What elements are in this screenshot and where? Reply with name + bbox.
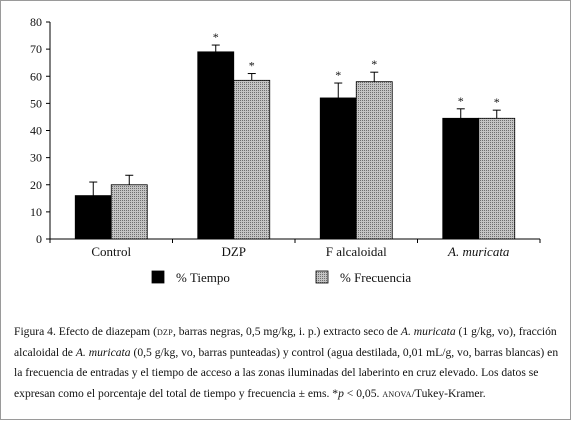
legend-label: % Tiempo [176,270,230,285]
caption-segment: Figura 4. Efecto de diazepam ( [14,325,157,338]
bar-chart: 0 10 20 30 40 50 60 70 80 Control DZP F alcaloidal A… [30,15,541,285]
caption-segment: anova [382,386,412,400]
legend-swatch [315,270,329,284]
bar-frecuencia [478,117,516,240]
y-tick-label: 60 [30,69,42,83]
caption-segment: ems. * [304,386,339,400]
bar-frecuencia [110,184,148,240]
caption-segment: , barras negras, 0,5 mg/kg, i. p.) extra… [172,325,401,338]
caption-segment: ± [298,386,305,400]
caption-segment: < 0,05. [343,386,383,400]
caption-segment: p [338,386,344,400]
x-category-label: Control [91,244,131,259]
y-tick-label: 10 [30,205,42,219]
x-category-label: F alcaloidal [326,244,387,259]
x-category-label: DZP [221,244,246,259]
caption-segment: (1 g/kg, vo), fracción alcaloidal de [14,325,557,359]
bar-tiempo [74,195,112,240]
y-tick-label: 20 [30,178,42,192]
y-tick-label: 50 [30,96,42,110]
significance-mark: * [371,57,377,71]
bar-tiempo [319,97,357,240]
legend-label: % Frecuencia [340,270,411,285]
significance-mark: * [249,59,255,73]
significance-mark: * [494,95,500,109]
caption-segment: dzp [156,325,173,338]
caption-segment: (0,5 g/kg, vo, barras punteadas) y contr… [14,345,559,400]
bar-frecuencia [233,79,271,240]
bar-frecuencia [355,81,393,240]
legend-swatch [151,270,165,284]
y-tick-label: 80 [30,15,42,29]
figure-caption: Figura 4. Efecto de diazepam (dzp, barra… [14,322,564,404]
bars: * * * * * * [74,30,516,240]
caption-segment: A. muricata [75,345,131,359]
y-tick-label: 70 [30,42,42,56]
legend: % Tiempo % Frecuencia [151,270,411,285]
y-tick-label: 0 [36,232,42,246]
caption-segment: A. muricata [400,325,456,338]
caption-segment: /Tukey-Kramer. [411,386,486,400]
x-category-label: A. muricata [447,244,510,259]
y-tick-label: 40 [30,124,42,138]
y-tick-label: 30 [30,151,42,165]
significance-mark: * [458,94,464,108]
bar-tiempo [197,51,235,240]
significance-mark: * [213,30,219,44]
bar-tiempo [442,117,480,240]
significance-mark: * [335,68,341,82]
